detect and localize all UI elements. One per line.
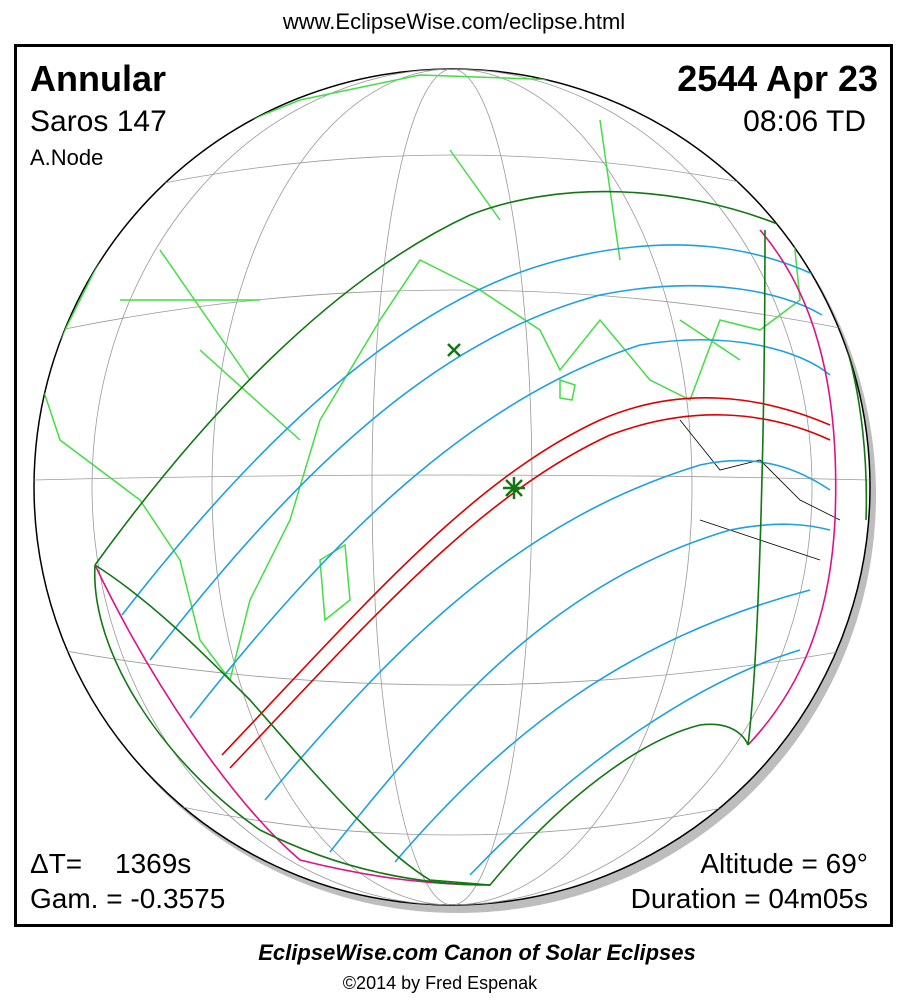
- duration: Duration = 04m05s: [631, 883, 868, 914]
- central-path: [221, 397, 831, 769]
- eclipse-date: 2544 Apr 23: [677, 58, 878, 99]
- delta-t-label: ΔT=: [30, 848, 82, 879]
- node: A.Node: [30, 145, 103, 170]
- eclipse-type: Annular: [30, 58, 166, 99]
- time: 08:06 TD: [743, 105, 866, 138]
- altitude: Altitude = 69°: [700, 848, 868, 879]
- delta-t: 1369s: [115, 848, 191, 879]
- saros: Saros 147: [30, 105, 167, 138]
- globe: [33, 68, 871, 906]
- globe-content: [34, 69, 870, 905]
- limit-lines: [94, 229, 837, 886]
- markers: [447, 343, 525, 499]
- url: www.EclipseWise.com/eclipse.html: [282, 9, 625, 34]
- graticule: [34, 69, 870, 905]
- duration-lines: [121, 244, 831, 876]
- gamma: Gam. = -0.3575: [30, 883, 225, 914]
- footer-title: EclipseWise.com Canon of Solar Eclipses: [258, 940, 696, 965]
- copyright: ©2014 by Fred Espenak: [343, 973, 538, 993]
